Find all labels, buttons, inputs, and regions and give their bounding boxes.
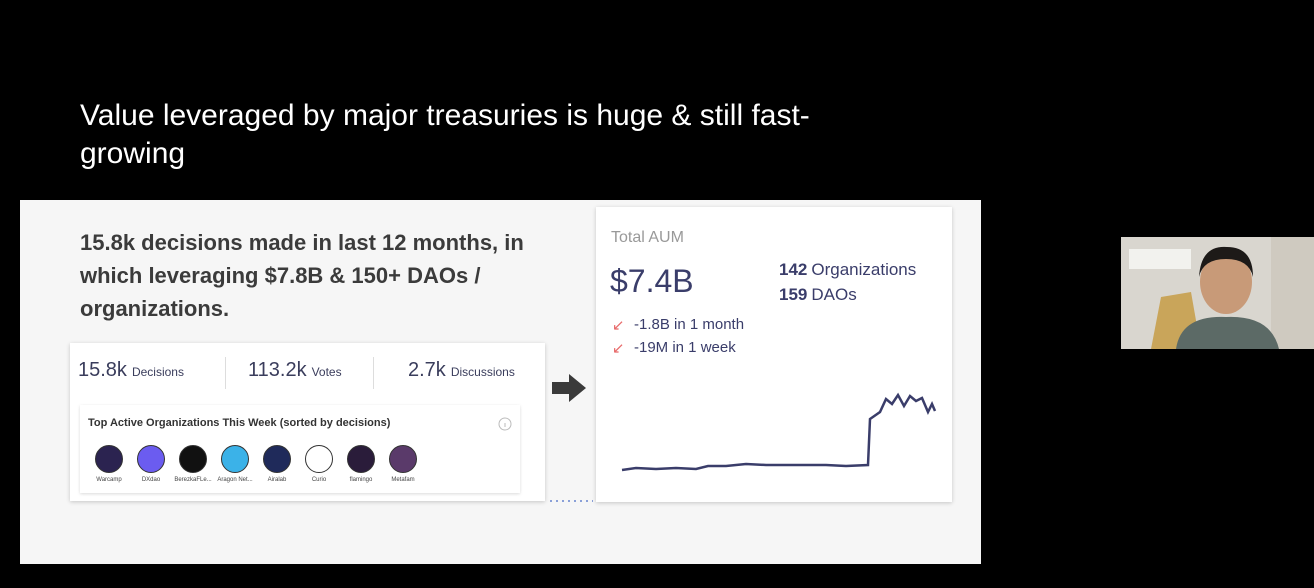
- org-logo: [95, 445, 123, 473]
- org-logo: [347, 445, 375, 473]
- stat-label: Votes: [311, 365, 342, 379]
- aum-change: -1.8B in 1 month: [612, 316, 744, 334]
- org: Curio: [298, 445, 340, 483]
- orgs-panel: Top Active Organizations This Week (sort…: [80, 405, 520, 493]
- org-name: BerezkaFLe...: [174, 477, 212, 483]
- aum-sparkline: [621, 392, 937, 472]
- stat: 2.7k Discussions: [408, 359, 515, 382]
- aum-count: 142 Organizations: [779, 260, 916, 280]
- org-name: Aragon Net...: [217, 477, 253, 483]
- org-name: Airalab: [267, 477, 287, 483]
- count-label: Organizations: [811, 260, 917, 279]
- aum-change: -19M in 1 week: [612, 339, 736, 357]
- arrow: [550, 374, 593, 502]
- slide-title: Value leveraged by major treasuries is h…: [80, 99, 810, 170]
- webcam: [1121, 237, 1314, 349]
- org-name: flamingo: [349, 477, 373, 483]
- org: BerezkaFLe...: [172, 445, 214, 483]
- count-value: 159: [779, 285, 808, 304]
- org: Aragon Net...: [214, 445, 256, 483]
- stat-value: 2.7k: [408, 359, 446, 381]
- org-logo: [221, 445, 249, 473]
- org-name: Curio: [311, 477, 327, 483]
- info-icon: [498, 417, 512, 431]
- orgs-title: Top Active Organizations This Week (sort…: [88, 417, 391, 429]
- stat-label: Decisions: [131, 365, 184, 379]
- divider: [373, 357, 374, 389]
- divider: [225, 357, 226, 389]
- aum-value: $7.4B: [610, 263, 694, 299]
- aum-label: Total AUM: [611, 229, 684, 246]
- org-logo: [305, 445, 333, 473]
- org: flamingo: [340, 445, 382, 483]
- stat: 113.2k Votes: [248, 359, 342, 382]
- stat-value: 15.8k: [78, 359, 127, 381]
- aum-count: 159 DAOs: [779, 285, 857, 305]
- org-logo: [179, 445, 207, 473]
- org: Airalab: [256, 445, 298, 483]
- org-logo: [137, 445, 165, 473]
- headline: 15.8k decisions made in last 12 months, …: [80, 230, 524, 321]
- org: Warcamp: [88, 445, 130, 483]
- count-value: 142: [779, 260, 808, 279]
- org-name: Warcamp: [96, 477, 122, 483]
- org-name: DXdao: [141, 477, 161, 483]
- stat-value: 113.2k: [248, 359, 307, 381]
- org-logo: [389, 445, 417, 473]
- stat-label: Discussions: [450, 365, 515, 379]
- aum-card: Total AUM $7.4B 142Organizations159DAOs-…: [596, 207, 952, 502]
- org: DXdao: [130, 445, 172, 483]
- count-label: DAOs: [811, 285, 857, 304]
- org-logo: [263, 445, 291, 473]
- org-name: Metafam: [391, 477, 415, 483]
- org: Metafam: [382, 445, 424, 483]
- stat: 15.8k Decisions: [78, 359, 184, 382]
